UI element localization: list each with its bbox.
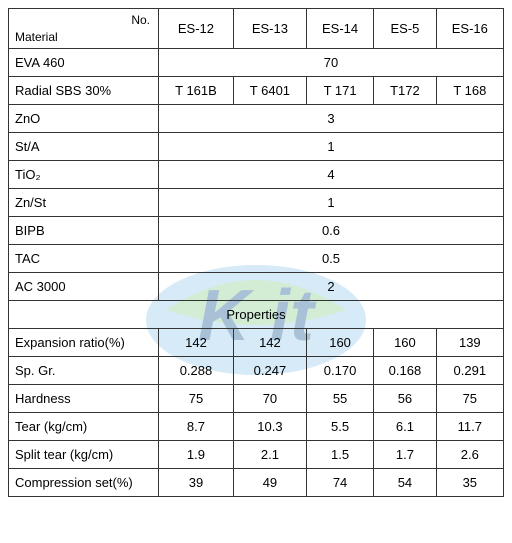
cell: 6.1 (374, 413, 436, 441)
cell: 39 (159, 469, 234, 497)
cell: 1.9 (159, 441, 234, 469)
cell: 0.168 (374, 357, 436, 385)
col-header: ES-13 (233, 9, 306, 49)
table-row: Expansion ratio(%) 142 142 160 160 139 (9, 329, 504, 357)
col-header: ES-14 (306, 9, 373, 49)
cell: T172 (374, 77, 436, 105)
table-row: ZnO 3 (9, 105, 504, 133)
table-row: Compression set(%) 39 49 74 54 35 (9, 469, 504, 497)
row-label: ZnO (9, 105, 159, 133)
cell: 8.7 (159, 413, 234, 441)
cell: 1.7 (374, 441, 436, 469)
col-header: ES-16 (436, 9, 503, 49)
cell: 2.1 (233, 441, 306, 469)
header-material-label: Material (15, 30, 58, 44)
row-label: Radial SBS 30% (9, 77, 159, 105)
cell: 0.291 (436, 357, 503, 385)
row-label: Hardness (9, 385, 159, 413)
table-row: Radial SBS 30% T 161B T 6401 T 171 T172 … (9, 77, 504, 105)
row-label: Split tear (kg/cm) (9, 441, 159, 469)
row-label: St/A (9, 133, 159, 161)
row-value-span: 3 (159, 105, 504, 133)
cell: 0.288 (159, 357, 234, 385)
row-value-span: 0.6 (159, 217, 504, 245)
row-label: TAC (9, 245, 159, 273)
row-label: Sp. Gr. (9, 357, 159, 385)
row-label: TiO₂ (9, 161, 159, 189)
cell: T 161B (159, 77, 234, 105)
cell: 56 (374, 385, 436, 413)
table-row: Hardness 75 70 55 56 75 (9, 385, 504, 413)
row-value-span: 1 (159, 133, 504, 161)
table-row: AC 3000 2 (9, 273, 504, 301)
cell: 160 (306, 329, 373, 357)
section-header: Properties (9, 301, 504, 329)
cell: T 6401 (233, 77, 306, 105)
row-label: Tear (kg/cm) (9, 413, 159, 441)
cell: 74 (306, 469, 373, 497)
cell: 11.7 (436, 413, 503, 441)
header-row: No. Material ES-12 ES-13 ES-14 ES-5 ES-1… (9, 9, 504, 49)
table-row: Sp. Gr. 0.288 0.247 0.170 0.168 0.291 (9, 357, 504, 385)
cell: 5.5 (306, 413, 373, 441)
cell: 75 (159, 385, 234, 413)
table-row: Split tear (kg/cm) 1.9 2.1 1.5 1.7 2.6 (9, 441, 504, 469)
table-row: EVA 460 70 (9, 49, 504, 77)
cell: 0.247 (233, 357, 306, 385)
row-label: Zn/St (9, 189, 159, 217)
table-row: BIPB 0.6 (9, 217, 504, 245)
col-header: ES-5 (374, 9, 436, 49)
cell: T 171 (306, 77, 373, 105)
table-row: TAC 0.5 (9, 245, 504, 273)
cell: 139 (436, 329, 503, 357)
cell: 142 (159, 329, 234, 357)
cell: 75 (436, 385, 503, 413)
row-label: Compression set(%) (9, 469, 159, 497)
cell: 1.5 (306, 441, 373, 469)
cell: 10.3 (233, 413, 306, 441)
row-label: AC 3000 (9, 273, 159, 301)
cell: 2.6 (436, 441, 503, 469)
cell: 142 (233, 329, 306, 357)
table-row: TiO₂ 4 (9, 161, 504, 189)
table-row: Tear (kg/cm) 8.7 10.3 5.5 6.1 11.7 (9, 413, 504, 441)
cell: 55 (306, 385, 373, 413)
row-value-span: 4 (159, 161, 504, 189)
row-value-span: 70 (159, 49, 504, 77)
header-no-label: No. (131, 13, 150, 27)
cell: 70 (233, 385, 306, 413)
cell: 35 (436, 469, 503, 497)
header-material-cell: No. Material (9, 9, 159, 49)
row-label: EVA 460 (9, 49, 159, 77)
data-table: No. Material ES-12 ES-13 ES-14 ES-5 ES-1… (8, 8, 504, 497)
table-row: St/A 1 (9, 133, 504, 161)
table-row: Zn/St 1 (9, 189, 504, 217)
cell: T 168 (436, 77, 503, 105)
row-label: Expansion ratio(%) (9, 329, 159, 357)
cell: 0.170 (306, 357, 373, 385)
row-label: BIPB (9, 217, 159, 245)
cell: 54 (374, 469, 436, 497)
col-header: ES-12 (159, 9, 234, 49)
row-value-span: 2 (159, 273, 504, 301)
row-value-span: 0.5 (159, 245, 504, 273)
section-header-row: Properties (9, 301, 504, 329)
cell: 160 (374, 329, 436, 357)
row-value-span: 1 (159, 189, 504, 217)
cell: 49 (233, 469, 306, 497)
